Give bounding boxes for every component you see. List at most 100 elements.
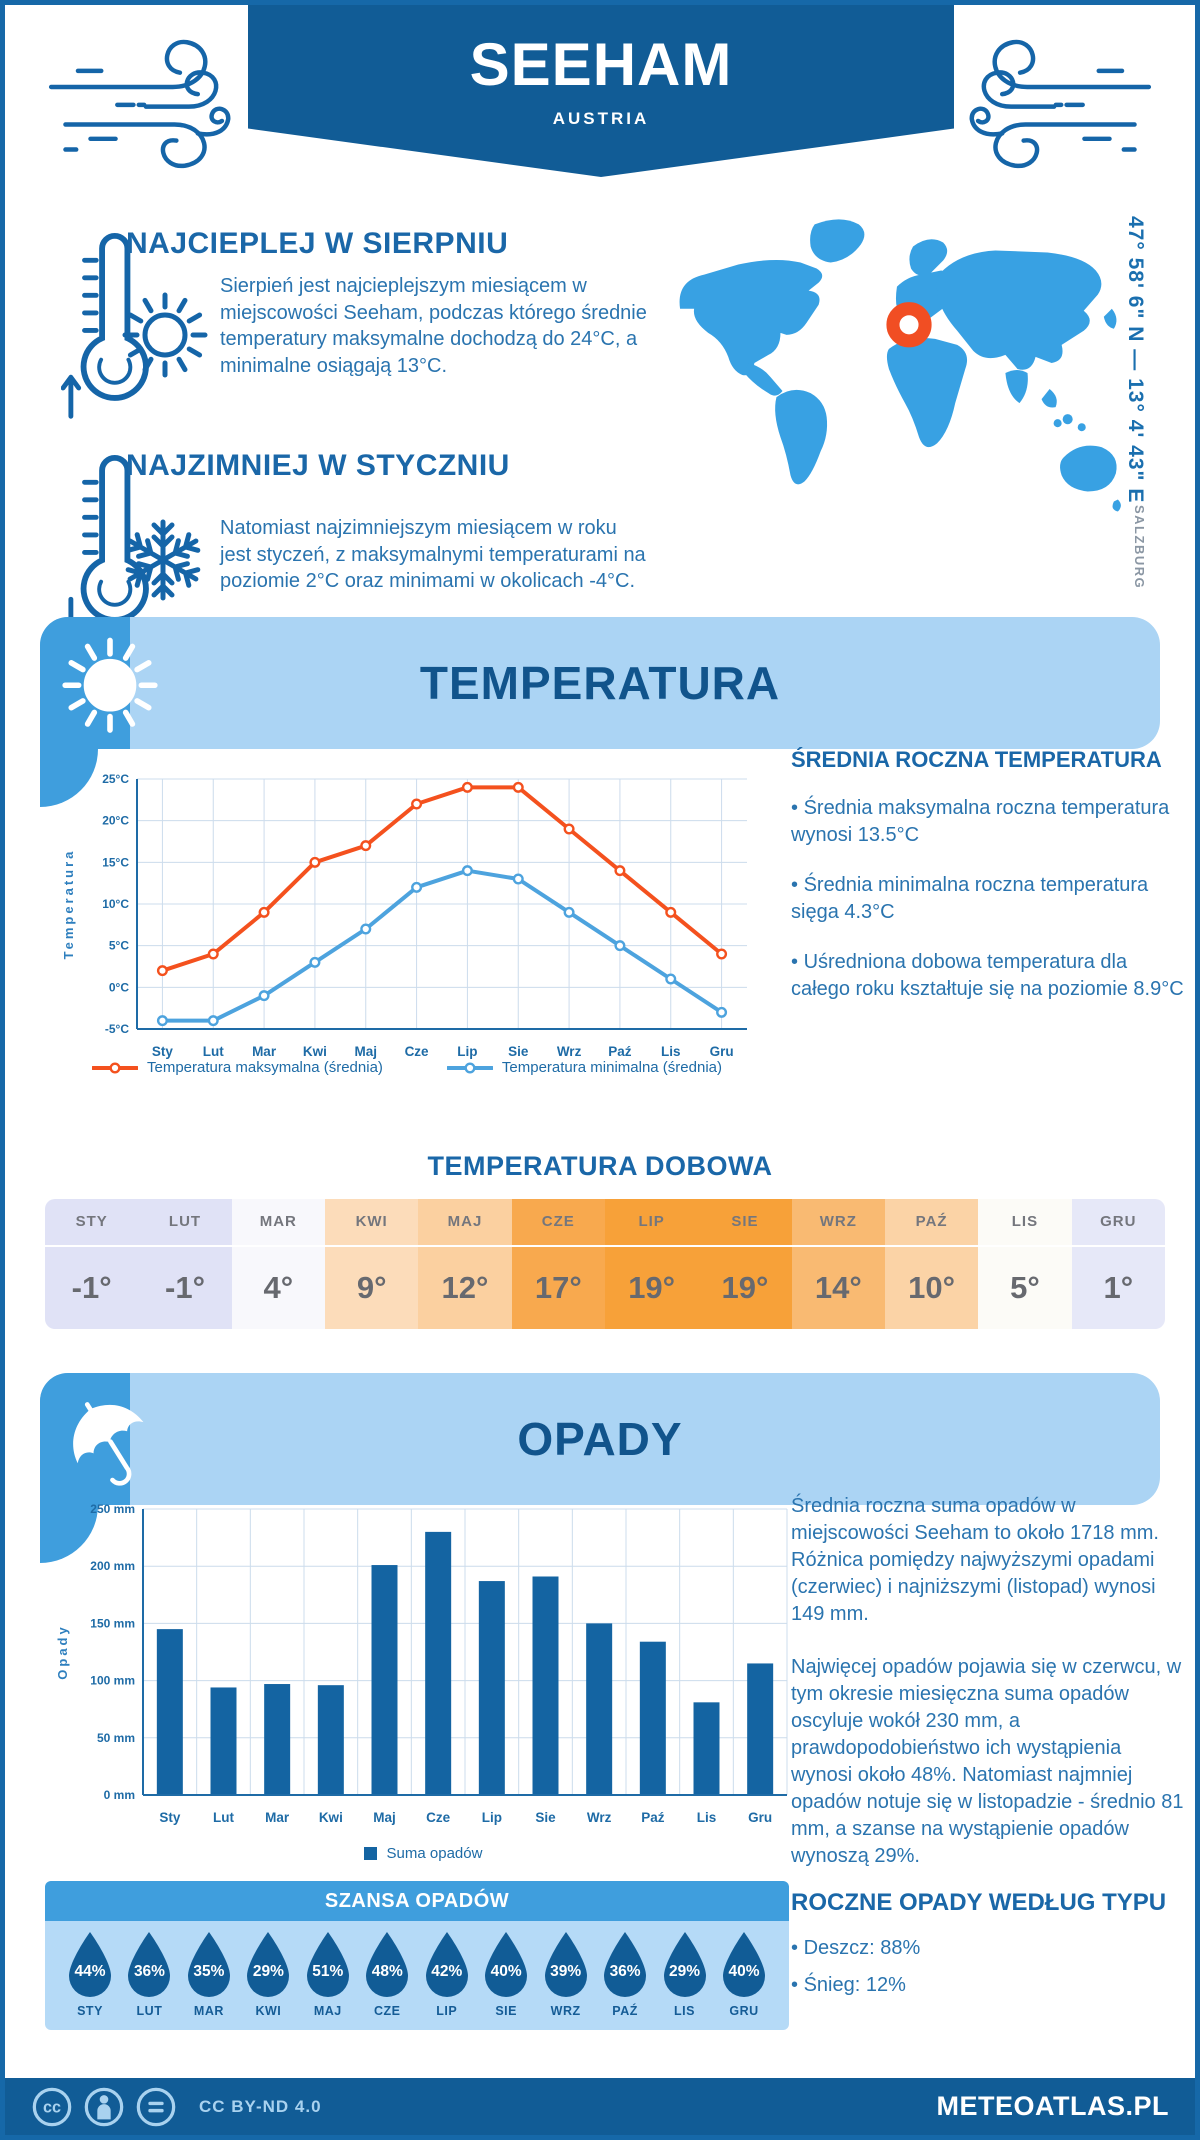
chance-month: LIP [436,2004,458,2018]
water-drop-icon [366,1932,409,1997]
chance-drop: 44% STY [65,1931,115,2018]
temperature-line-chart: -5°C 0°C 5°C 10°C 15°C 20°C 25°C Sty Lut Mar Kwi Ma… [61,772,747,1059]
chance-value: 44% [74,1963,106,1980]
svg-text:50 mm: 50 mm [97,1731,135,1745]
temp-table-column: LIS 5° [978,1199,1072,1329]
temp-table-value: 12° [418,1247,512,1329]
annual-temperature-bullets: Średnia maksymalna roczna temperatura wy… [791,795,1187,1027]
svg-text:-5°C: -5°C [105,1022,129,1036]
temperature-chart-legend: Temperatura maksymalna (średnia) Temperat… [57,1059,757,1076]
svg-text:Sty: Sty [152,1044,174,1059]
location-marker [886,302,932,348]
svg-text:0 mm: 0 mm [104,1788,135,1802]
umbrella-icon-white [73,1402,144,1486]
svg-text:25°C: 25°C [102,772,129,786]
svg-text:cc: cc [43,2098,61,2116]
chance-month: SIE [495,2004,517,2018]
svg-text:Lip: Lip [457,1044,477,1059]
chance-month: CZE [374,2004,401,2018]
license-label: CC BY-ND 4.0 [199,2096,322,2116]
chance-drop: 40% GRU [719,1931,769,2018]
chance-drop: 36% LUT [124,1931,174,2018]
sun-icon-white [62,637,158,733]
precipitation-type-title: ROCZNE OPADY WEDŁUG TYPU [791,1889,1167,1916]
precipitation-paragraph: Najwięcej opadów pojawia się w czerwcu, … [791,1656,1184,1867]
temp-table-value: -1° [45,1247,139,1329]
temp-table-value: 14° [791,1247,885,1329]
precipitation-chance-panel: SZANSA OPADÓW 44% STY 36% LUT 35% MAR 29% KWI 51… [45,1881,789,2030]
precipitation-chart-legend: Suma opadów [51,1845,795,1862]
svg-text:10°C: 10°C [102,897,129,911]
water-drop-icon [544,1932,587,1997]
svg-text:Sie: Sie [535,1810,556,1825]
temp-table-month: LIS [978,1199,1072,1245]
chance-value: 40% [728,1963,760,1980]
chance-month: WRZ [550,2004,581,2018]
chance-value: 40% [490,1963,522,1980]
temp-table-column: MAR 4° [231,1199,325,1329]
daily-temperature-table: STY -1° LUT -1° MAR 4° KWI 9° MAJ 12° CZE 17° LIP 19°… [45,1199,1165,1329]
coldest-title: NAJZIMNIEJ W STYCZNIU [126,449,510,482]
chance-drop: 51% MAJ [303,1931,353,2018]
type-bullet: Śnieg: 12% [791,1972,1187,1999]
region-label: SALZBURG [1132,505,1147,590]
temp-table-value: 17° [511,1247,605,1329]
svg-text:Kwi: Kwi [303,1044,327,1059]
temp-table-column: WRZ 14° [791,1199,885,1329]
chance-month: MAR [193,2004,224,2018]
temp-table-month: LUT [138,1199,232,1245]
svg-text:Cze: Cze [426,1810,450,1825]
world-map [679,219,1121,512]
svg-text:Wrz: Wrz [557,1044,582,1059]
temp-table-value: 19° [604,1247,699,1329]
chance-value: 42% [431,1963,463,1980]
precipitation-paragraph: Średnia roczna suma opadów w miejscowośc… [791,1495,1159,1625]
svg-text:15°C: 15°C [102,855,129,869]
water-drop-icon [306,1932,349,1997]
temp-table-month: WRZ [791,1199,885,1245]
sun-icon [122,292,208,378]
annual-bullet: Średnia maksymalna roczna temperatura wy… [791,795,1187,848]
water-drop-icon [722,1932,765,1997]
svg-text:Maj: Maj [354,1044,377,1059]
temp-table-column: LIP 19° [604,1199,699,1329]
chance-month: LUT [136,2004,163,2018]
temp-table-month: MAR [231,1199,325,1245]
water-drop-icon [187,1932,230,1997]
temp-table-value: 9° [324,1247,419,1329]
svg-text:Lip: Lip [482,1810,502,1825]
wind-icon [48,39,231,168]
chance-value: 48% [371,1963,403,1980]
temp-table-month: GRU [1071,1199,1165,1245]
svg-text:250 mm: 250 mm [90,1502,135,1516]
chance-drops-row: 44% STY 36% LUT 35% MAR 29% KWI 51% MAJ 48% CZE 42% L… [45,1921,789,2030]
water-drop-icon [485,1932,528,1997]
chance-value: 51% [312,1963,344,1980]
svg-text:20°C: 20°C [102,814,129,828]
warmest-title: NAJCIEPLEJ W SIERPNIU [126,227,509,260]
temp-table-value: -1° [138,1247,232,1329]
temp-table-month: STY [45,1199,139,1245]
cc-icon: cc [32,2087,72,2126]
svg-text:Mar: Mar [252,1044,277,1059]
chance-drop: 36% PAŹ [600,1931,650,2018]
chance-drop: 39% WRZ [541,1931,591,2018]
precipitation-text: Średnia roczna suma opadów w miejscowośc… [791,1493,1187,1896]
temp-table-month: PAŹ [884,1199,979,1245]
temperature-section-header: TEMPERATURA [40,617,1160,749]
temp-table-column: LUT -1° [138,1199,232,1329]
temp-table-month: KWI [324,1199,419,1245]
svg-text:0°C: 0°C [109,980,129,994]
chance-month: GRU [729,2004,759,2018]
temp-table-value: 1° [1071,1247,1165,1329]
chance-value: 39% [550,1963,582,1980]
svg-text:Sie: Sie [508,1044,529,1059]
chance-month: STY [77,2004,103,2018]
cc-attribution-icon [84,2087,124,2126]
svg-text:Gru: Gru [748,1810,772,1825]
water-drop-icon [425,1932,468,1997]
chance-drop: 48% CZE [362,1931,412,2018]
precipitation-section-header: OPADY [40,1373,1160,1505]
temp-table-value: 5° [978,1247,1072,1329]
